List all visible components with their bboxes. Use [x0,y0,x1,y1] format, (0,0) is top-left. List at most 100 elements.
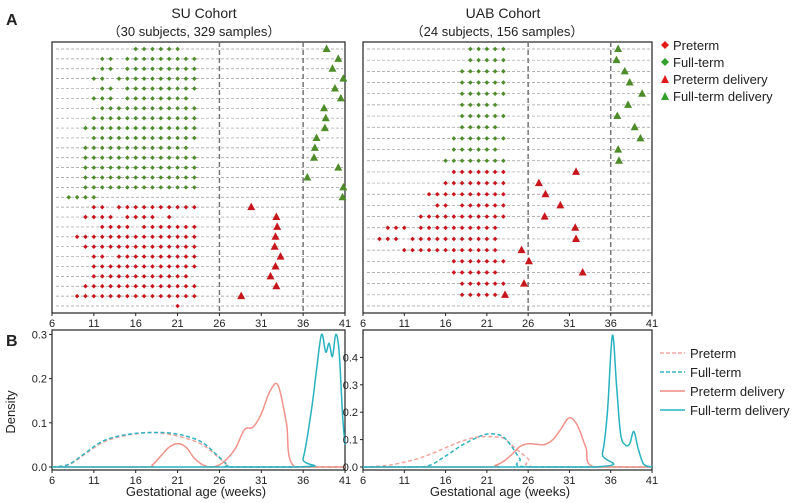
uab-scatter-sample-point [492,214,498,219]
su-scatter-sample-point [166,283,172,289]
su-scatter-sample-point [150,145,155,151]
su-scatter-sample-point [141,274,147,279]
uab-scatter-sample-point [468,57,473,63]
uab-scatter-sample-point [484,46,490,52]
uab-scatter-sample-point [492,292,498,298]
su-scatter-sample-point [192,106,197,111]
legend-a-item-full-term-delivery[interactable]: Full-term delivery [661,89,773,104]
uab-scatter-delivery-point [541,189,550,198]
su-scatter-sample-point [91,125,97,131]
uab-scatter-sample-point [468,292,473,298]
su-scatter-delivery-point [310,143,319,151]
su-scatter-delivery-point [320,103,329,112]
su-scatter-sample-point [83,283,88,289]
uab-density-x-label: Gestational age (weeks) [430,484,570,499]
legend-a-item-preterm-delivery[interactable]: Preterm delivery [661,72,768,87]
su-scatter-sample-point [166,204,172,210]
uab-scatter-delivery-point [520,279,529,287]
su-scatter-sample-point [158,264,164,269]
uab-scatter-sample-point [401,225,407,231]
legend-b-item-preterm-delivery[interactable]: Preterm delivery [660,384,785,399]
su-scatter-sample-point [192,165,197,170]
su-scatter-sample-point [125,76,130,81]
su-density-y-tick-label: 0.3 [32,329,47,341]
su-scatter-x-tick-label: 36 [297,318,309,330]
uab-scatter-sample-point [459,158,465,164]
su-scatter-sample-point [83,185,88,190]
su-scatter-sample-point [192,283,197,289]
su-scatter-sample-point [91,194,97,200]
density-y-label: Density [3,390,18,434]
su-scatter-sample-point [125,204,130,210]
su-scatter-sample-point [158,204,164,210]
uab-scatter-sample-point [426,236,432,242]
legend-b: Preterm Full-term Preterm delivery Full-… [660,346,790,418]
su-scatter-delivery-point [338,192,347,201]
su-scatter-sample-point [158,76,164,81]
legend-a: Preterm Full-term Preterm delivery Full-… [661,38,773,104]
su-density-frame [51,329,346,471]
su-scatter-sample-point [150,293,155,299]
su-scatter-delivery-point [237,291,246,300]
su-scatter-sample-point [158,145,164,151]
legend-b-item-full-term-delivery[interactable]: Full-term delivery [660,403,790,418]
su-scatter-sample-point [192,135,197,141]
su-scatter-sample-point [108,185,113,190]
green-triangle-icon [661,92,669,100]
su-scatter-sample-point [91,244,97,249]
su-scatter-sample-point [141,145,147,151]
su-cohort-scatter: 6 11 16 21 26 31 36 41 [49,41,351,330]
uab-density-x-tick-label: 26 [522,475,534,487]
su-scatter-sample-point [66,194,72,200]
red-diamond-icon [661,41,669,49]
su-scatter-sample-point [175,66,180,72]
su-scatter-sample-point [91,175,97,180]
legend-a-item-full-term[interactable]: Full-term [661,55,724,70]
su-scatter-sample-point [83,125,88,131]
legend-b-label-full-term-delivery: Full-term delivery [690,403,790,418]
su-density-x-tick-label: 16 [130,475,142,487]
su-scatter-sample-point [99,264,105,269]
su-scatter-delivery-point [334,163,343,171]
su-scatter-sample-point [183,293,189,299]
su-scatter-sample-point [116,254,122,259]
su-scatter-sample-point [166,66,172,72]
su-scatter-sample-point [91,234,97,240]
uab-scatter-sample-point [451,158,457,164]
su-scatter-sample-point [125,86,130,91]
su-scatter-sample-point [166,125,172,131]
su-scatter-sample-point [108,155,113,161]
uab-scatter-sample-point [492,180,498,186]
su-scatter-sample-point [108,135,113,141]
legend-b-item-full-term[interactable]: Full-term [660,365,741,380]
uab-scatter-sample-point [492,236,498,242]
uab-scatter-delivery-point [572,167,581,175]
uab-scatter-sample-point [418,225,424,231]
uab-scatter-sample-point [476,91,481,96]
legend-a-item-preterm[interactable]: Preterm [661,38,719,53]
uab-density-x-tick-label: 21 [481,475,493,487]
uab-scatter-sample-point [451,136,457,141]
su-scatter-sample-point [116,204,122,210]
uab-scatter-sample-point [435,191,440,197]
su-scatter-sample-point [99,204,105,210]
su-scatter-sample-point [175,96,180,101]
su-scatter-delivery-point [247,202,256,211]
legend-b-item-preterm[interactable]: Preterm [660,346,736,361]
su-scatter-sample-point [158,234,164,240]
su-scatter-sample-point [192,224,197,230]
su-scatter-sample-point [133,106,139,111]
su-scatter-sample-point [133,155,139,161]
su-scatter-sample-point [99,76,105,81]
uab-scatter-delivery-point [572,234,581,242]
su-scatter-sample-point [141,224,147,230]
su-scatter-sample-point [133,46,139,52]
su-scatter-sample-point [192,86,197,91]
su-scatter-sample-point [133,66,139,72]
su-scatter-sample-point [141,283,147,289]
su-scatter-sample-point [166,234,172,240]
su-scatter-sample-point [158,86,164,91]
su-scatter-sample-point [108,274,113,279]
su-scatter-sample-point [166,175,172,180]
panel-label-a: A [6,12,18,29]
